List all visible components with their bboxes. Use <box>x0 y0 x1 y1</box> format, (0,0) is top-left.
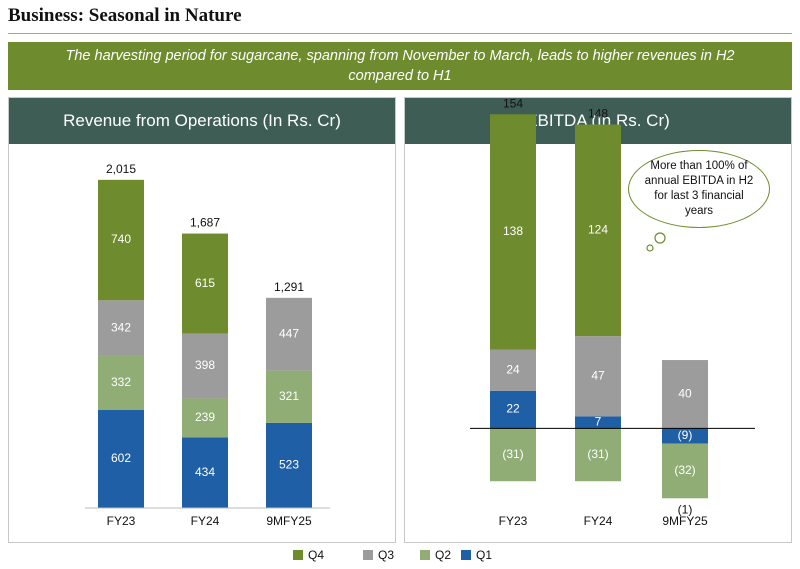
total-label: (1) <box>678 502 693 516</box>
data-label: (32) <box>674 463 695 477</box>
bar-segment <box>98 355 144 411</box>
bar-segment <box>182 233 228 334</box>
bar-segment <box>575 124 621 337</box>
bar-segment <box>662 443 708 499</box>
bar-segment <box>490 114 536 350</box>
bar-segment <box>182 437 228 508</box>
legend-swatch <box>461 550 471 560</box>
slide-title: Business: Seasonal in Nature <box>8 5 242 26</box>
data-label: 239 <box>195 410 215 424</box>
bubble-dot <box>646 244 654 252</box>
data-label: (31) <box>587 447 608 461</box>
legend-label: Q1 <box>476 548 492 562</box>
data-label: (31) <box>502 447 523 461</box>
data-label: 7 <box>595 415 602 429</box>
legend-label: Q2 <box>435 548 451 562</box>
total-label: 2,015 <box>106 162 136 176</box>
x-tick-label: 9MFY25 <box>662 514 708 528</box>
banner: The harvesting period for sugarcane, spa… <box>8 42 792 90</box>
bar-segment <box>575 336 621 417</box>
legend-label: Q4 <box>308 548 324 562</box>
data-label: 24 <box>506 362 520 376</box>
bar-segment <box>266 422 312 508</box>
total-label: 1,687 <box>190 216 220 230</box>
bar-segment <box>98 300 144 356</box>
data-label: 124 <box>588 223 608 237</box>
bubble-dot <box>654 232 666 244</box>
data-label: (9) <box>678 428 693 442</box>
bar-segment <box>490 349 536 391</box>
legend-swatch <box>293 550 303 560</box>
data-label: 321 <box>279 389 299 403</box>
total-label: 148 <box>588 107 608 121</box>
bar-segment <box>98 179 144 301</box>
bar-segment <box>98 410 144 508</box>
data-label: 22 <box>506 402 520 416</box>
data-label: 47 <box>591 368 605 382</box>
bar-segment <box>266 297 312 371</box>
bar-segment <box>182 333 228 399</box>
data-label: 615 <box>195 276 215 290</box>
total-label: 154 <box>503 96 523 110</box>
x-tick-label: FY23 <box>107 514 136 528</box>
panel: Revenue from Operations (In Rs. Cr) <box>8 97 396 543</box>
x-tick-label: FY24 <box>584 514 613 528</box>
legend-swatch <box>363 550 373 560</box>
data-label: 138 <box>503 224 523 238</box>
legend-swatch <box>420 550 430 560</box>
bar-segment <box>662 428 708 444</box>
bar-segment <box>662 360 708 429</box>
total-label: 1,291 <box>274 280 304 294</box>
bar-segment <box>266 370 312 423</box>
x-tick-label: 9MFY25 <box>266 514 312 528</box>
data-label: 40 <box>678 386 692 400</box>
bar-segment <box>575 416 621 429</box>
data-label: 342 <box>111 320 131 334</box>
bar-segment <box>490 390 536 429</box>
data-label: 398 <box>195 358 215 372</box>
annotation: More than 100% of annual EBITDA in H2 fo… <box>628 150 770 228</box>
legend-label: Q3 <box>378 548 394 562</box>
data-label: 447 <box>279 326 299 340</box>
title-rule <box>8 33 792 34</box>
data-label: 523 <box>279 458 299 472</box>
data-label: 332 <box>111 375 131 389</box>
x-tick-label: FY24 <box>191 514 220 528</box>
data-label: 602 <box>111 451 131 465</box>
bar-segment <box>490 428 536 482</box>
bar-segment <box>182 398 228 438</box>
data-label: 740 <box>111 232 131 246</box>
data-label: 434 <box>195 465 215 479</box>
chart-title: Revenue from Operations (In Rs. Cr) <box>9 98 395 144</box>
x-tick-label: FY23 <box>499 514 528 528</box>
bar-segment <box>575 428 621 482</box>
